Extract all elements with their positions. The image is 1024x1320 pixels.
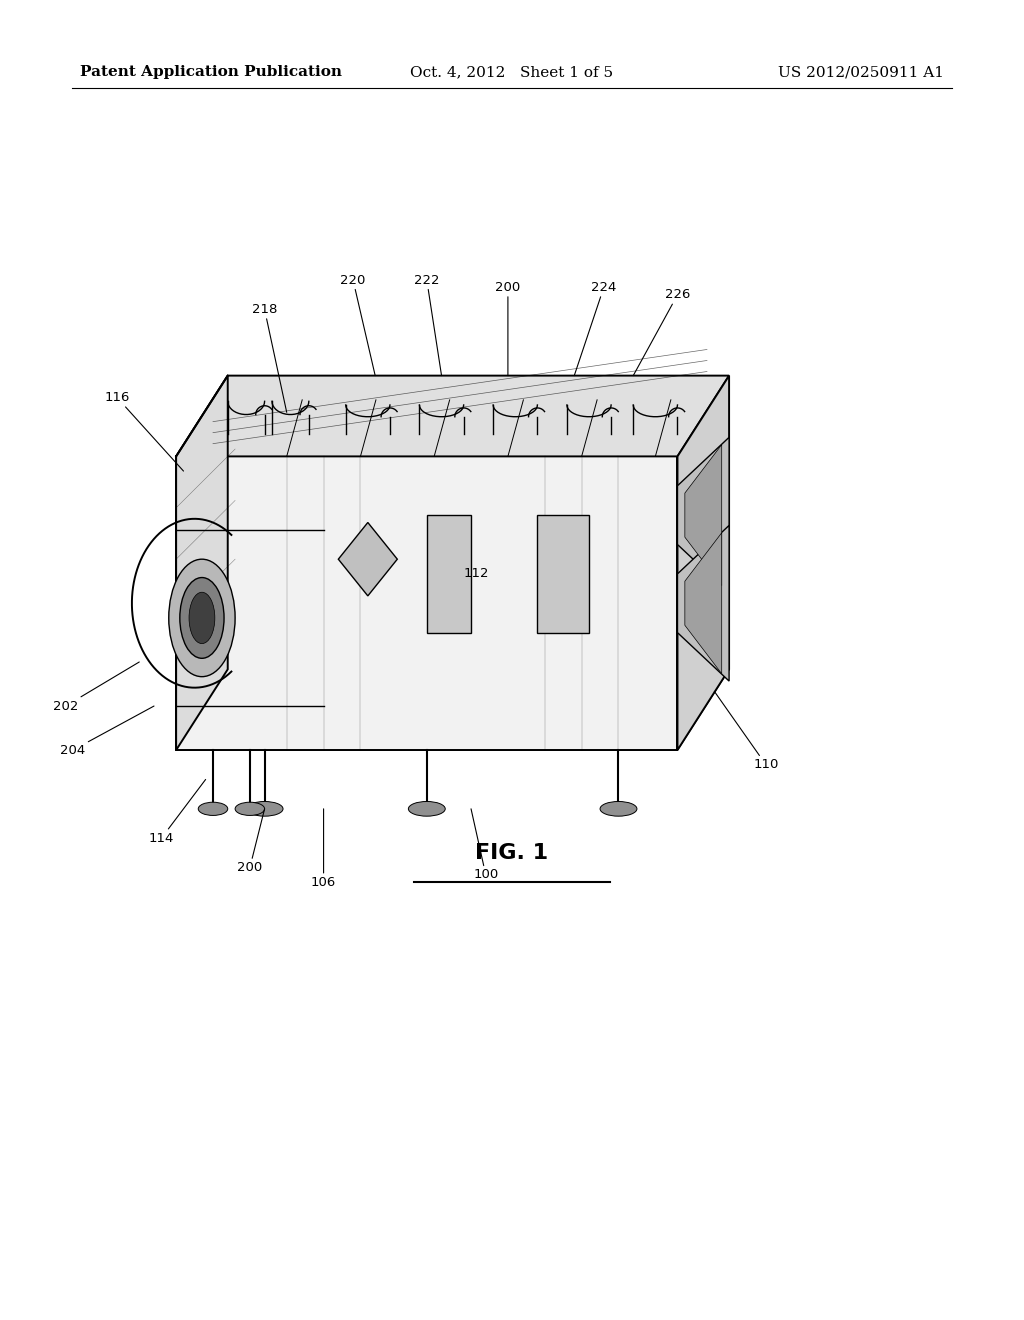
Ellipse shape [180, 578, 224, 659]
Ellipse shape [600, 801, 637, 816]
Text: US 2012/0250911 A1: US 2012/0250911 A1 [778, 65, 944, 79]
Text: 222: 222 [414, 273, 441, 376]
Ellipse shape [409, 801, 445, 816]
Ellipse shape [169, 560, 236, 677]
Text: FIG. 1: FIG. 1 [475, 842, 549, 863]
Text: 200: 200 [496, 281, 520, 376]
Polygon shape [685, 533, 722, 673]
Polygon shape [427, 515, 471, 632]
Text: Oct. 4, 2012   Sheet 1 of 5: Oct. 4, 2012 Sheet 1 of 5 [411, 65, 613, 79]
Polygon shape [176, 457, 678, 750]
Text: 110: 110 [715, 692, 778, 771]
Polygon shape [678, 376, 729, 750]
Polygon shape [176, 376, 729, 457]
Polygon shape [678, 525, 729, 681]
Text: 112: 112 [464, 568, 489, 581]
Text: Patent Application Publication: Patent Application Publication [80, 65, 342, 79]
Text: 224: 224 [574, 281, 616, 376]
Ellipse shape [189, 593, 215, 644]
Polygon shape [685, 445, 722, 586]
Ellipse shape [199, 803, 227, 816]
Text: 106: 106 [311, 809, 336, 888]
Text: 100: 100 [471, 809, 499, 882]
Polygon shape [176, 669, 729, 750]
Polygon shape [678, 437, 729, 593]
Text: 218: 218 [252, 304, 287, 412]
Text: 226: 226 [633, 288, 690, 376]
Text: 114: 114 [148, 779, 206, 845]
Text: 204: 204 [60, 706, 154, 756]
Polygon shape [176, 376, 227, 750]
Text: 116: 116 [104, 391, 183, 471]
Text: 200: 200 [238, 809, 264, 874]
Polygon shape [538, 515, 589, 632]
Polygon shape [338, 523, 397, 595]
Ellipse shape [246, 801, 283, 816]
Text: 202: 202 [53, 663, 139, 713]
Text: 220: 220 [340, 273, 375, 376]
Ellipse shape [236, 803, 264, 816]
